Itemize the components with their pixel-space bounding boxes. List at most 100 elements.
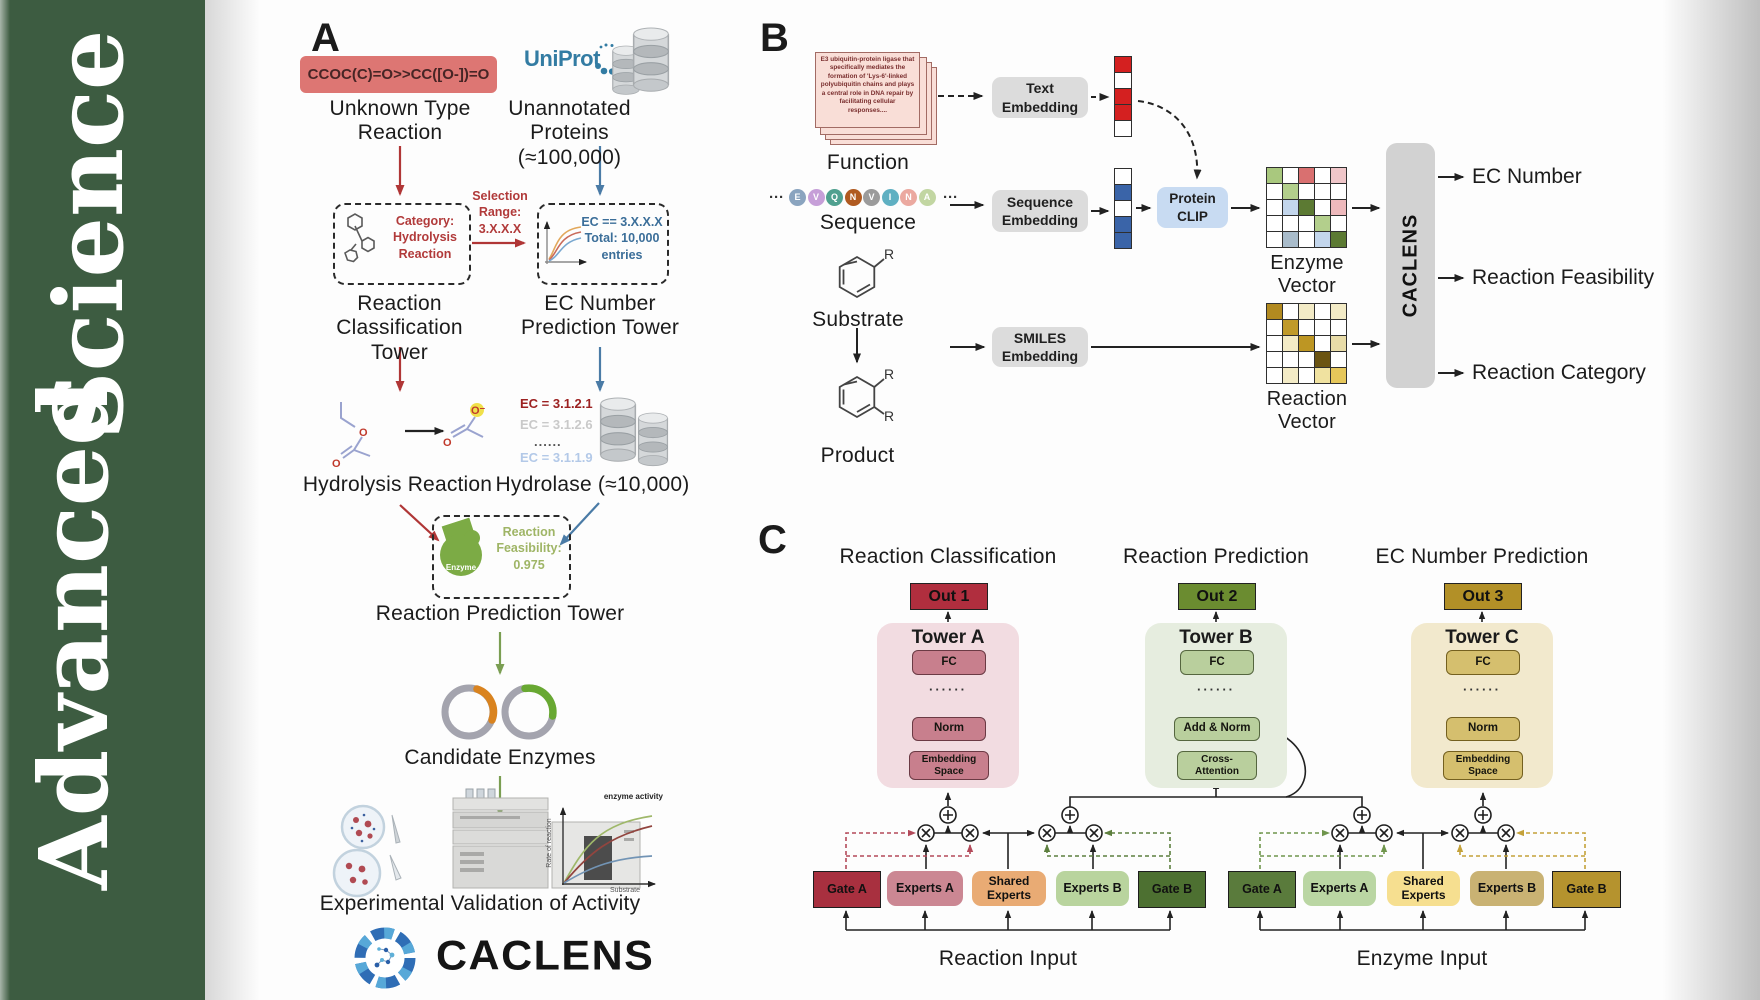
tower-a-dots: ······	[929, 682, 967, 697]
hydrolysis-reaction-label: Hydrolysis Reaction	[302, 473, 493, 496]
panelA-arrows	[395, 146, 605, 817]
function-label: Function	[826, 151, 910, 174]
header-reaction-classification: Reaction Classification	[839, 545, 1057, 568]
ec-selection-text: EC == 3.X.X.X Total: 10,000 entries	[581, 215, 663, 262]
reaction-vector-label: Reaction Vector	[1266, 388, 1348, 434]
tower-c-fc: FC	[1446, 650, 1520, 675]
enzyme-experts-a: Experts A	[1303, 871, 1376, 906]
text-embedding-vector	[1114, 56, 1132, 137]
ester-molecule	[340, 402, 371, 459]
tower-b-cross-attention: Cross- Attention	[1177, 751, 1257, 780]
output-reaction-feasibility: Reaction Feasibility	[1472, 266, 1655, 289]
enzyme-blob-label: Enzyme	[445, 563, 477, 572]
out1-box: Out 1	[910, 583, 988, 610]
svg-text:O⁻: O⁻	[471, 405, 486, 417]
acetate-molecule: O⁻ O	[443, 403, 486, 449]
caclens-bar-label: CACLENS	[1399, 213, 1422, 318]
ester-O: O	[359, 427, 368, 439]
substrate-axis-label: Substrate	[610, 887, 640, 894]
ec-result-2: EC = 3.1.2.6	[520, 417, 593, 432]
sequence-ellipsis-left: ···	[769, 189, 784, 206]
reaction-input-label: Reaction Input	[938, 947, 1078, 970]
unannotated-proteins-label: Unannotated Proteins (≈100,000)	[508, 97, 631, 169]
panelB-arrows	[853, 92, 1465, 377]
sequence-ellipsis-right: ···	[943, 189, 958, 206]
sidebar-edge-highlight	[0, 0, 10, 1000]
ec-result-dots: ......	[534, 434, 562, 449]
reaction-gate-a: Gate A	[813, 871, 881, 908]
substrate-r-label: R	[884, 246, 895, 262]
rate-of-reaction-axis-label: Rate of reaction	[546, 818, 553, 868]
substrate-molecule	[838, 255, 885, 299]
header-ec-number-prediction: EC Number Prediction	[1375, 545, 1589, 568]
smiles-embedding-box: SMILES Embedding	[992, 327, 1088, 367]
panelA-label: A	[311, 16, 340, 60]
tower-b-dots: ······	[1197, 682, 1235, 697]
ec-result-1: EC = 3.1.2.1	[520, 396, 593, 411]
page-right-shade	[1662, 0, 1760, 1000]
tower-c-name: Tower C	[1445, 627, 1519, 648]
ester-O2: O	[332, 458, 341, 470]
header-reaction-prediction: Reaction Prediction	[1123, 545, 1309, 568]
selection-range-text: Selection Range: 3.X.X.X	[472, 189, 528, 236]
petri-dish-icons	[332, 804, 402, 898]
journal-sidebar	[0, 0, 205, 1000]
reaction-vector-grid	[1266, 303, 1347, 384]
tower-a-fc: FC	[912, 650, 986, 675]
enzyme-vector-grid	[1266, 167, 1347, 248]
gate-feedback-lines	[845, 829, 1586, 869]
tower-c-embedding-space: Embedding Space	[1443, 751, 1523, 780]
hplc-instrument-icon	[452, 788, 641, 889]
panelC-network	[842, 611, 1589, 931]
category-text: Category: Hydrolysis Reaction	[393, 214, 457, 261]
enzyme-experts-b: Experts B	[1470, 871, 1544, 906]
substrate-label: Substrate	[812, 308, 904, 331]
reaction-gate-b: Gate B	[1138, 871, 1206, 908]
candidate-enzymes-label: Candidate Enzymes	[404, 746, 596, 769]
product-molecule	[838, 375, 885, 419]
tower-b-fc: FC	[1180, 650, 1254, 675]
output-reaction-category: Reaction Category	[1472, 361, 1646, 384]
tower-b-add-norm: Add & Norm	[1174, 717, 1260, 741]
tower-a-embedding-space: Embedding Space	[909, 751, 989, 780]
enzyme-shared-experts: Shared Experts	[1387, 871, 1460, 906]
mini-sigmoid-plot	[543, 221, 587, 266]
panelC-label: C	[758, 518, 787, 562]
tower-a-name: Tower A	[911, 627, 985, 648]
caclens-logo-icon	[354, 927, 416, 989]
tower-a-norm: Norm	[912, 717, 986, 741]
tower-c-norm: Norm	[1446, 717, 1520, 741]
reaction-shared-experts: Shared Experts	[972, 871, 1046, 906]
protein-clip-box: Protein CLIP	[1157, 187, 1228, 228]
moe-operator-nodes	[917, 806, 1515, 842]
uniprot-wordmark: UniProt	[524, 46, 600, 71]
reaction-prediction-tower-label: Reaction Prediction Tower	[375, 602, 625, 625]
reaction-feasibility-box	[432, 515, 571, 599]
caclens-model-bar: CACLENS	[1386, 143, 1435, 388]
enzyme-input-label: Enzyme Input	[1356, 947, 1488, 970]
ec-result-3: EC = 3.1.1.9	[520, 450, 593, 465]
enzyme-vector-label: Enzyme Vector	[1270, 252, 1344, 298]
reaction-experts-b: Experts B	[1056, 871, 1129, 906]
function-card: E3 ubiquitin-protein ligase that specifi…	[815, 52, 920, 128]
reaction-classification-tower-label: Reaction Classification Tower	[336, 292, 463, 364]
enzyme-gate-a: Gate A	[1228, 871, 1296, 908]
product-label: Product	[820, 444, 895, 467]
unknown-type-label: Unknown Type Reaction	[329, 97, 471, 145]
panelB-label: B	[760, 16, 789, 60]
text-embedding-box: Text Embedding	[992, 77, 1088, 118]
plasmid-icons	[441, 684, 557, 740]
tower-b-name: Tower B	[1179, 627, 1253, 648]
output-ec-number: EC Number	[1472, 165, 1582, 188]
smiles-reaction-box: CCOC(C)=O>>CC([O-])=O	[300, 56, 497, 93]
page-left-shade	[205, 0, 260, 1000]
ec-prediction-tower-label: EC Number Prediction Tower	[520, 292, 680, 340]
tower-c-dots: ······	[1463, 682, 1501, 697]
sequence-embedding-vector	[1114, 168, 1132, 249]
reaction-classification-input-box	[333, 203, 471, 285]
feasibility-text: Reaction Feasibility: 0.975	[496, 525, 562, 572]
product-r2-label: R	[884, 408, 895, 424]
